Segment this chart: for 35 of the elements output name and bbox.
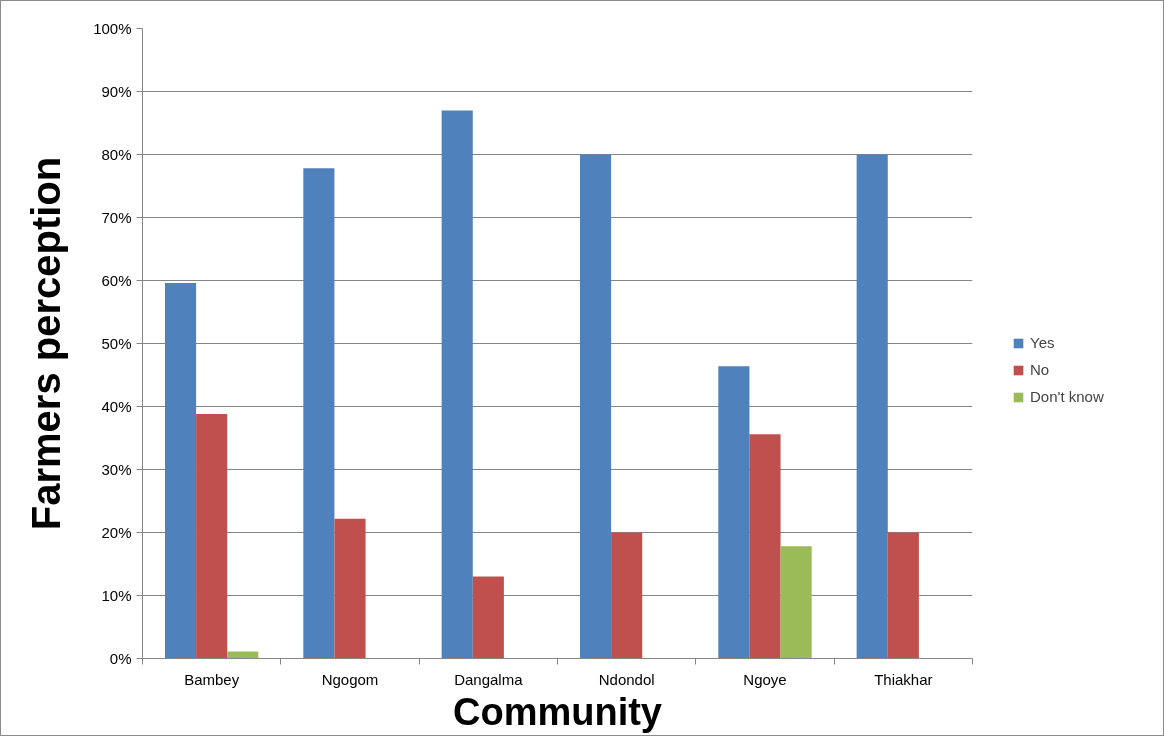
bar: [472, 576, 504, 659]
y-tick-label: 60%: [101, 272, 132, 289]
legend-label: Don't know: [1030, 388, 1104, 405]
bar: [887, 532, 919, 659]
x-tick-label: Ngogom: [321, 670, 379, 688]
x-tick-label: Thiakhar: [874, 670, 933, 688]
y-tick-label: 10%: [101, 587, 132, 604]
y-tick-label: 30%: [101, 461, 132, 478]
bar: [196, 414, 228, 659]
bar: [611, 532, 643, 659]
y-tick-label: 20%: [101, 524, 132, 541]
legend-label: No: [1030, 361, 1050, 378]
x-tick-label: Bambey: [184, 670, 240, 688]
bar: [164, 283, 197, 659]
x-tick-label: Ngoye: [743, 670, 787, 688]
bar: [441, 110, 473, 659]
x-axis-title: Community: [453, 690, 662, 733]
bar: [749, 434, 781, 659]
bar: [718, 366, 750, 659]
y-tick-label: 0%: [109, 650, 132, 667]
x-tick-label: Ndondol: [598, 670, 655, 688]
y-tick-label: 50%: [101, 335, 132, 352]
bar: [303, 168, 335, 659]
bar: [780, 546, 812, 659]
x-tick-label: Dangalma: [454, 670, 524, 688]
legend-label: Yes: [1030, 334, 1055, 351]
y-tick-label: 100%: [93, 20, 132, 37]
y-tick-label: 40%: [101, 398, 132, 415]
bar: [334, 518, 366, 659]
bar: [579, 154, 612, 659]
y-tick-label: 90%: [101, 83, 132, 100]
y-axis-title: Farmers perception: [24, 156, 69, 531]
y-tick-label: 70%: [101, 209, 132, 226]
y-tick-label: 80%: [101, 146, 132, 163]
bar: [856, 154, 888, 659]
